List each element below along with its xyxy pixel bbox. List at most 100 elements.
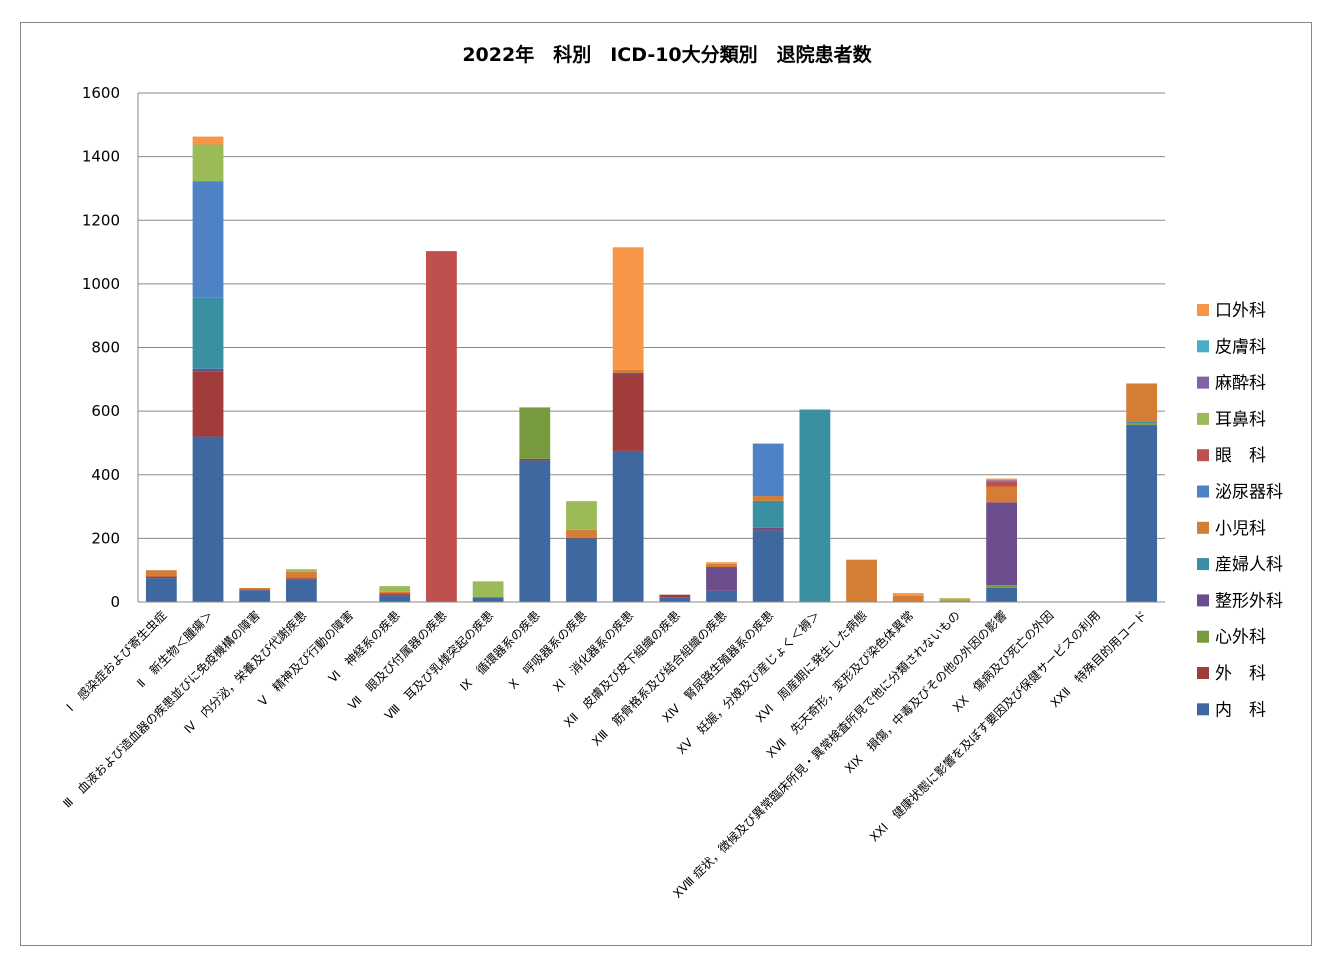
legend-label: 眼 科 (1215, 446, 1266, 466)
bar-segment (379, 593, 411, 595)
bar-segment (659, 597, 691, 602)
y-tick-label: 200 (91, 529, 120, 547)
bar-segment (519, 407, 551, 459)
bar-segment (519, 407, 551, 408)
bar-segment (566, 501, 597, 530)
legend-label: 小児科 (1215, 519, 1266, 539)
bar-segment (566, 529, 597, 538)
bar-segment (1126, 383, 1158, 422)
bar-segment (986, 587, 1018, 602)
bar-segment (706, 563, 737, 568)
bar-segment (612, 374, 644, 451)
bar-segment (706, 567, 737, 591)
y-tick-label: 400 (91, 466, 120, 484)
bar-segment (145, 570, 177, 577)
legend-label: 皮膚科 (1215, 337, 1266, 357)
bar-segment (612, 247, 644, 370)
bar-segment (472, 597, 504, 602)
bar-segment (846, 559, 877, 602)
bar-segment (379, 586, 411, 592)
bar-segment (426, 251, 457, 602)
x-tick-label: Ⅹ 呼吸器系の疾患 (505, 608, 589, 692)
legend-label: 外 科 (1215, 664, 1266, 684)
legend-label: 産婦人科 (1215, 555, 1283, 575)
bar-segment (1126, 425, 1158, 602)
bar-segment (192, 136, 224, 145)
bar-segment (566, 538, 597, 602)
legend-label: 内 科 (1215, 700, 1266, 720)
bar-segment (239, 589, 271, 591)
bar-segment (986, 478, 1018, 481)
bar-segment (1126, 421, 1158, 424)
legend-swatch (1197, 667, 1209, 679)
bars (145, 136, 1158, 603)
axes (137, 93, 1165, 603)
bar-segment (145, 578, 177, 602)
bar-segment (379, 594, 411, 596)
x-tick-label: Ⅲ 血液および造血器の疾患並びに免疫機構の障害 (60, 608, 263, 811)
bar-segment (752, 496, 784, 501)
y-tick-label: 1400 (82, 148, 120, 166)
y-tick-label: 1200 (82, 211, 120, 229)
bar-segment (519, 458, 551, 461)
bar-segment (752, 527, 784, 530)
bar-segment (752, 443, 784, 497)
bar-segment (986, 480, 1018, 482)
bar-segment (659, 594, 691, 598)
bar-segment (752, 529, 784, 531)
bar-segment (986, 585, 1018, 588)
bar-segment (939, 598, 971, 601)
bar-segment (472, 581, 504, 598)
bar-segment (192, 368, 224, 372)
legend-label: 麻酔科 (1215, 374, 1266, 394)
bar-segment (986, 486, 1018, 503)
bar-segment (706, 590, 737, 602)
legend-label: 整形外科 (1215, 591, 1283, 611)
bar-segment (192, 144, 224, 182)
y-tick-label: 1000 (82, 275, 120, 293)
legend-swatch (1197, 449, 1209, 462)
bar-segment (986, 481, 1018, 487)
legend-label: 泌尿器科 (1215, 483, 1283, 503)
bar-segment (1126, 423, 1158, 425)
x-tick-label: ⅩⅨ 損傷，中毒及びその他の外因の影響 (841, 608, 1009, 776)
bar-segment (239, 588, 271, 590)
x-tick-label: Ⅱ 新生物＜腫瘍＞ (133, 608, 216, 691)
bar-segment (285, 569, 317, 572)
x-tick-label: Ⅸ 循環器系の疾患 (457, 608, 543, 694)
legend-swatch (1197, 376, 1209, 389)
bar-segment (752, 530, 784, 602)
bar-segment (612, 372, 644, 375)
legend-swatch (1197, 485, 1209, 498)
bar-segment (566, 537, 597, 539)
bar-segment (612, 450, 644, 602)
bar-segment (986, 502, 1018, 586)
y-axis-tick-labels: 0 200 400 600 800 1000 1200 1400 1600 (82, 84, 120, 611)
bar-segment (892, 593, 924, 596)
bar-segment (752, 500, 784, 528)
legend-label: 心外科 (1215, 628, 1266, 648)
bar-segment (285, 571, 317, 579)
bar-segment (379, 591, 411, 594)
y-tick-label: 0 (110, 593, 120, 611)
bar-segment (192, 371, 224, 437)
legend-swatch (1197, 703, 1209, 716)
legend-label: 耳鼻科 (1215, 410, 1266, 430)
chart-title: 2022年 科別 ICD-10大分類別 退院患者数 (462, 43, 872, 66)
bar-segment (706, 562, 737, 564)
x-tick-label: Ⅴ 精神及び行動の障害 (255, 608, 356, 709)
legend-label: 口外科 (1215, 301, 1266, 321)
bar-segment (892, 595, 924, 602)
bar-segment (192, 297, 224, 369)
x-tick-label: ⅩⅠ 消化器系の疾患 (549, 608, 636, 695)
bar-segment (285, 579, 317, 602)
legend-swatch (1197, 558, 1209, 571)
legend-swatch (1197, 412, 1209, 425)
legend-swatch (1197, 594, 1209, 607)
bar-segment (799, 409, 831, 602)
legend-swatch (1197, 304, 1209, 316)
bar-segment (192, 436, 224, 602)
